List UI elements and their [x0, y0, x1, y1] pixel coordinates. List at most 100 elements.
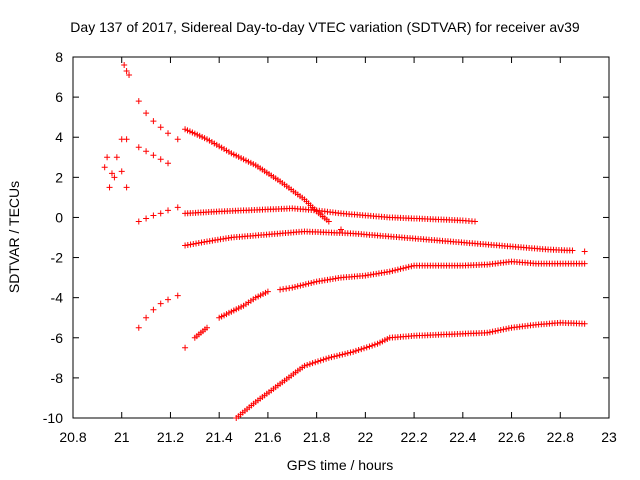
series-track-j [182, 228, 588, 255]
data-point [314, 358, 321, 365]
data-point [157, 300, 164, 307]
series-track-b [121, 62, 133, 79]
data-point [143, 148, 150, 155]
data-point [333, 352, 340, 359]
y-axis-label: SDTVAR / TECUs [6, 181, 22, 293]
x-tick-label: 22.8 [547, 429, 574, 445]
data-point [402, 264, 409, 271]
plot-area-border [72, 56, 610, 419]
data-point [157, 124, 164, 131]
data-point [312, 359, 319, 366]
x-tick-label: 22.2 [400, 429, 427, 445]
y-tick-label: 8 [55, 49, 63, 65]
y-tick-label: -2 [51, 250, 64, 266]
data-point [495, 327, 502, 334]
data-point [328, 354, 335, 361]
data-point [310, 279, 317, 286]
series-track-a [101, 154, 120, 191]
y-tick-label: 4 [55, 129, 63, 145]
data-point [174, 292, 181, 299]
data-point [371, 341, 378, 348]
data-point [394, 266, 401, 273]
data-point [135, 144, 142, 151]
series-track-h [182, 126, 344, 233]
data-point [497, 326, 504, 333]
series-track-e [135, 144, 172, 167]
data-point [135, 98, 142, 105]
y-tick-label: 0 [55, 209, 63, 225]
data-point [581, 260, 588, 267]
data-point [486, 329, 493, 336]
data-point [157, 156, 164, 163]
data-point [106, 184, 113, 191]
data-point [320, 356, 327, 363]
data-point [187, 241, 194, 248]
data-point [174, 136, 181, 143]
x-tick-label: 21.6 [254, 429, 281, 445]
data-point [317, 357, 324, 364]
data-point [358, 346, 365, 353]
data-point [157, 210, 164, 217]
data-point [489, 328, 496, 335]
data-point [366, 343, 373, 350]
data-point [150, 118, 157, 125]
data-point [581, 248, 588, 255]
axis-ticks: 20.8 21 21.2 21.4 21.6 21.8 22 22.2 22.4 22.6 22.8… [43, 49, 617, 445]
data-point [306, 361, 313, 368]
data-point [325, 354, 332, 361]
data-point [304, 361, 311, 368]
data-point [350, 348, 357, 355]
y-tick-label: -8 [51, 370, 64, 386]
data-point [165, 207, 172, 214]
data-point [104, 154, 111, 161]
data-point [118, 168, 125, 175]
data-point [297, 282, 304, 289]
data-point [369, 342, 376, 349]
data-point [500, 326, 507, 333]
data-point [484, 329, 491, 336]
data-point [392, 267, 399, 274]
data-point [108, 170, 115, 177]
data-point [123, 68, 130, 75]
y-tick-label: 6 [55, 89, 63, 105]
data-point [143, 314, 150, 321]
data-point [503, 325, 510, 332]
data-point [280, 286, 287, 293]
data-point [123, 136, 130, 143]
y-tick-label: -10 [43, 410, 63, 426]
data-point [135, 218, 142, 225]
data-point [201, 239, 208, 246]
data-point [342, 350, 349, 357]
data-point [389, 267, 396, 274]
data-point [143, 215, 150, 222]
y-tick-label: -4 [51, 290, 64, 306]
data-point [286, 285, 293, 292]
x-tick-label: 21.4 [206, 429, 233, 445]
data-point [492, 328, 499, 335]
x-tick-label: 21.2 [157, 429, 184, 445]
data-point [308, 279, 315, 286]
x-tick-label: 21 [114, 429, 130, 445]
data-point [405, 263, 412, 270]
data-point [302, 281, 309, 288]
data-point [347, 349, 354, 356]
chart-title: Day 137 of 2017, Sidereal Day-to-day VTE… [70, 19, 580, 35]
x-axis-label: GPS time / hours [287, 457, 394, 473]
data-point [309, 360, 316, 367]
data-point [150, 306, 157, 313]
data-point [190, 241, 197, 248]
data-point [338, 226, 344, 233]
data-point [291, 283, 298, 290]
data-point [111, 174, 118, 181]
data-point [193, 240, 200, 247]
series-track-k [182, 258, 588, 351]
x-tick-label: 22 [358, 429, 374, 445]
data-point [195, 240, 202, 247]
data-point [174, 204, 181, 211]
data-point [135, 324, 142, 331]
y-tick-label: 2 [55, 169, 63, 185]
x-tick-label: 22.6 [498, 429, 525, 445]
data-point [344, 350, 351, 357]
data-point [113, 154, 120, 161]
